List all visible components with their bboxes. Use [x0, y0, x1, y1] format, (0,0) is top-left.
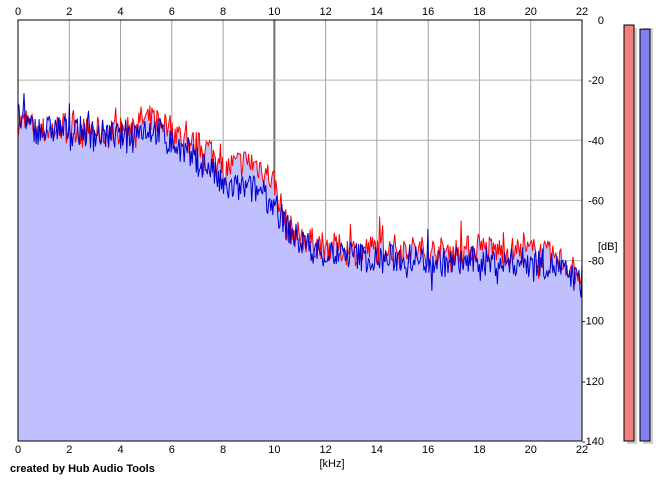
x-tick-label-bottom: 16 [422, 444, 434, 456]
x-axis-title: [kHz] [319, 458, 344, 470]
credit-label: created by Hub Audio Tools [10, 463, 155, 475]
x-tick-label-top: 14 [371, 6, 383, 18]
y-tick-label: -120 [582, 376, 604, 388]
x-tick-label-bottom: 22 [576, 444, 588, 456]
plot-frame [17, 19, 583, 442]
y-axis-title: [dB] [598, 241, 618, 253]
x-tick-label-bottom: 8 [220, 444, 226, 456]
x-tick-label-bottom: 14 [371, 444, 383, 456]
level-meters [623, 24, 653, 444]
x-tick-label-bottom: 10 [268, 444, 280, 456]
y-tick-label: -100 [582, 316, 604, 328]
x-tick-label-top: 16 [422, 6, 434, 18]
x-tick-label-top: 2 [66, 6, 72, 18]
spectrum-fill [18, 93, 582, 441]
level-meter-bar [639, 28, 651, 442]
x-tick-label-top: 10 [268, 6, 280, 18]
x-tick-label-bottom: 12 [320, 444, 332, 456]
y-tick-label: -40 [588, 135, 604, 147]
series-lines [17, 93, 583, 298]
x-tick-label-top: 20 [525, 6, 537, 18]
x-tick-label-bottom: 18 [473, 444, 485, 456]
x-tick-label-top: 6 [169, 6, 175, 18]
y-tick-label: 0 [598, 15, 604, 27]
x-tick-label-bottom: 4 [117, 444, 123, 456]
x-tick-label-top: 0 [15, 6, 21, 18]
y-tick-label: -80 [588, 256, 604, 268]
x-tick-label-top: 8 [220, 6, 226, 18]
x-tick-label-top: 12 [320, 6, 332, 18]
x-tick-label-top: 4 [117, 6, 123, 18]
x-tick-label-bottom: 20 [525, 444, 537, 456]
level-meter-bar [623, 24, 635, 442]
x-tick-label-bottom: 2 [66, 444, 72, 456]
x-tick-label-bottom: 6 [169, 444, 175, 456]
x-tick-label-top: 18 [473, 6, 485, 18]
x-tick-label-bottom: 0 [15, 444, 21, 456]
tick-labels: 002244668810101212141416161818202022220-… [15, 6, 604, 456]
spectrum-area [18, 93, 582, 441]
series-line-blue [17, 93, 583, 298]
x-tick-label-top: 22 [576, 6, 588, 18]
y-tick-label: -60 [588, 195, 604, 207]
y-tick-label: -140 [582, 436, 604, 448]
y-tick-label: -20 [588, 75, 604, 87]
